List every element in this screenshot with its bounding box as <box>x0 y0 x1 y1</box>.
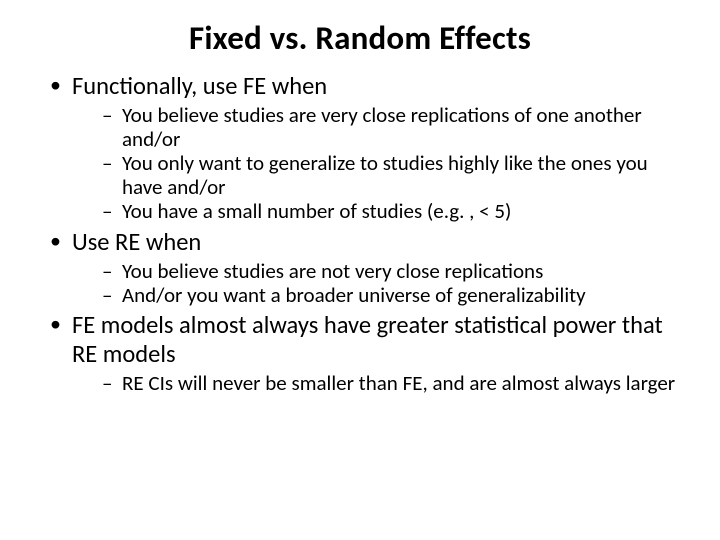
bullet-list-level2: RE CIs will never be smaller than FE, an… <box>72 371 678 395</box>
bullet-item: FE models almost always have greater sta… <box>50 311 678 395</box>
bullet-item: Functionally, use FE when You believe st… <box>50 72 678 224</box>
bullet-item: Use RE when You believe studies are not … <box>50 228 678 307</box>
bullet-text: Use RE when <box>72 227 201 257</box>
sub-bullet-item: You believe studies are not very close r… <box>102 259 678 283</box>
bullet-list-level2: You believe studies are very close repli… <box>72 103 678 224</box>
sub-bullet-item: You only want to generalize to studies h… <box>102 151 678 199</box>
bullet-text: FE models almost always have greater sta… <box>72 310 663 369</box>
sub-bullet-item: You have a small number of studies (e.g.… <box>102 199 678 223</box>
bullet-list-level2: You believe studies are not very close r… <box>72 259 678 307</box>
slide-container: Fixed vs. Random Effects Functionally, u… <box>0 0 720 540</box>
slide-title: Fixed vs. Random Effects <box>42 18 678 58</box>
sub-bullet-item: And/or you want a broader universe of ge… <box>102 283 678 307</box>
sub-bullet-item: You believe studies are very close repli… <box>102 103 678 151</box>
bullet-list-level1: Functionally, use FE when You believe st… <box>42 72 678 395</box>
bullet-text: Functionally, use FE when <box>72 71 327 101</box>
sub-bullet-item: RE CIs will never be smaller than FE, an… <box>102 371 678 395</box>
